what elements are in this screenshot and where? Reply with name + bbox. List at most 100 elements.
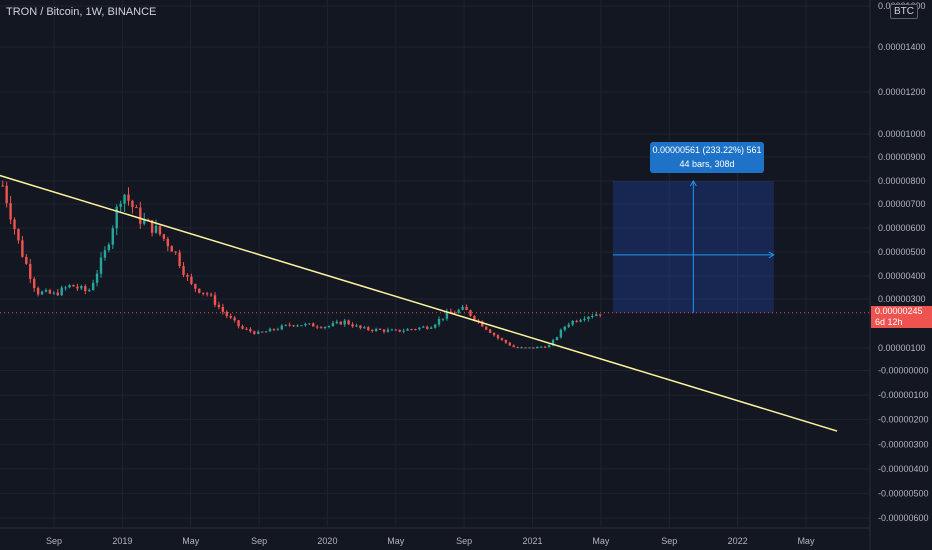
candle-body	[323, 326, 327, 328]
candle-body	[107, 244, 111, 251]
candle-body	[418, 327, 421, 330]
candle-body	[190, 276, 193, 284]
candle-body	[80, 286, 83, 289]
candle-body	[540, 346, 543, 348]
candle-body	[406, 329, 409, 331]
candle-body	[95, 273, 99, 283]
candle-body	[583, 318, 586, 320]
candle-body	[182, 266, 185, 275]
measure-vertical-arrowhead	[689, 180, 697, 187]
y-tick-label: 0.00000300	[878, 294, 926, 304]
candle-body	[162, 234, 166, 239]
candle-body	[543, 346, 547, 348]
candle-body	[198, 288, 201, 293]
candle-body	[131, 200, 134, 208]
y-tick-label: 0.00001000	[878, 129, 926, 139]
candle-body	[587, 316, 590, 319]
x-tick-label: 2022	[728, 536, 748, 546]
x-tick-label: Sep	[251, 536, 267, 546]
candle-body	[422, 326, 425, 328]
candle-body	[264, 331, 268, 333]
candle-body	[296, 325, 299, 327]
candle-body	[217, 304, 221, 308]
candle-body	[17, 229, 20, 241]
candle-body	[504, 339, 508, 343]
x-tick-label: May	[182, 536, 200, 546]
candle-body	[60, 287, 63, 296]
candle-body	[135, 207, 138, 209]
candle-body	[194, 283, 197, 289]
candle-body	[260, 331, 264, 333]
candle-body	[68, 284, 71, 288]
candle-body	[103, 250, 107, 258]
candle-body	[40, 291, 44, 295]
last-price-value: 0.00000245	[875, 306, 923, 316]
candle-body	[186, 274, 189, 277]
measure-tooltip: 0.00000561 (233.22%) 561 44 bars, 308d	[650, 142, 764, 173]
x-tick-label: 2019	[112, 536, 132, 546]
y-tick-label: 0.00001200	[878, 87, 926, 97]
x-tick-label: May	[797, 536, 815, 546]
candle-body	[327, 326, 331, 328]
candle-body	[288, 324, 291, 326]
y-tick-label: 0.00000500	[878, 247, 926, 257]
candle-body	[72, 284, 75, 287]
y-tick-label: -0.00000600	[878, 513, 929, 523]
candle-body	[520, 347, 523, 349]
measure-change-text: 0.00000561 (233.22%) 561	[652, 145, 762, 155]
candle-body	[528, 347, 531, 349]
candle-body	[410, 329, 413, 331]
candle-body	[154, 225, 158, 233]
candle-body	[461, 306, 464, 310]
candle-body	[205, 293, 209, 295]
y-tick-label: 0.00000900	[878, 152, 926, 162]
x-tick-label: Sep	[46, 536, 62, 546]
candle-body	[315, 326, 319, 328]
candle-body	[1, 185, 4, 187]
candle-body	[127, 194, 130, 201]
candle-body	[598, 314, 602, 316]
x-tick-label: May	[592, 536, 610, 546]
candle-body	[351, 324, 354, 327]
candle-body	[99, 257, 103, 274]
candle-body	[355, 325, 358, 327]
candle-body	[394, 329, 397, 331]
y-tick-label: -0.00000500	[878, 488, 929, 498]
candle-body	[555, 337, 559, 340]
candle-body	[516, 347, 519, 349]
candle-body	[371, 329, 374, 331]
candle-body	[386, 329, 390, 332]
currency-badge[interactable]: BTC	[890, 4, 918, 19]
candle-body	[304, 323, 307, 326]
candle-body	[139, 207, 142, 224]
candle-body	[257, 331, 260, 334]
candle-body	[465, 306, 468, 311]
candle-body	[547, 345, 551, 348]
candle-body	[115, 206, 118, 229]
candle-body	[429, 327, 433, 329]
candle-body	[276, 329, 280, 331]
candle-body	[524, 347, 527, 349]
candle-body	[343, 320, 346, 325]
candle-body	[32, 278, 36, 288]
candle-body	[91, 282, 95, 291]
candle-body	[280, 325, 284, 330]
candle-body	[532, 347, 535, 349]
candle-body	[25, 256, 28, 264]
candle-body	[174, 251, 177, 253]
candle-body	[579, 319, 582, 322]
last-price-tag: 0.00000245 6d 12h	[871, 306, 932, 328]
candle-body	[5, 185, 8, 204]
candle-body	[477, 320, 480, 322]
candle-body	[512, 345, 515, 348]
candle-body	[390, 329, 394, 331]
candle-body	[496, 335, 500, 339]
candle-body	[170, 246, 173, 252]
candle-body	[312, 323, 315, 327]
x-tick-label: 2021	[523, 536, 543, 546]
candle-body	[9, 203, 12, 220]
candle-body	[445, 311, 449, 319]
candle-body	[347, 320, 350, 325]
